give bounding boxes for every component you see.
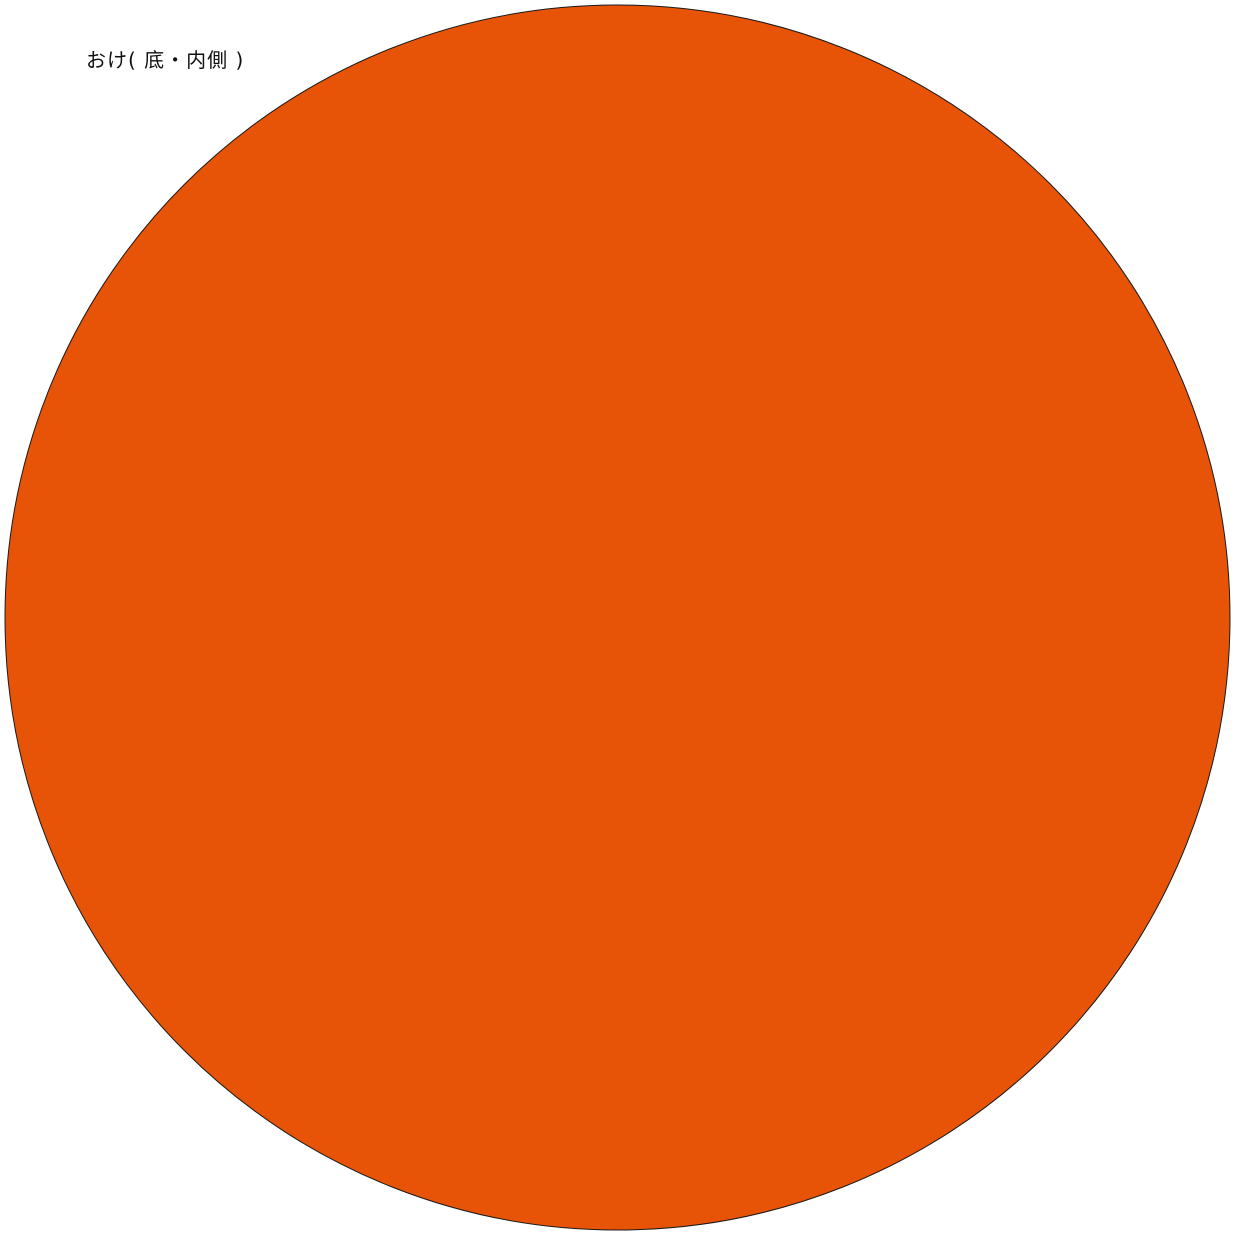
title-label: おけ( 底・内側 ) [86,48,245,72]
circle-shape [4,4,1231,1231]
